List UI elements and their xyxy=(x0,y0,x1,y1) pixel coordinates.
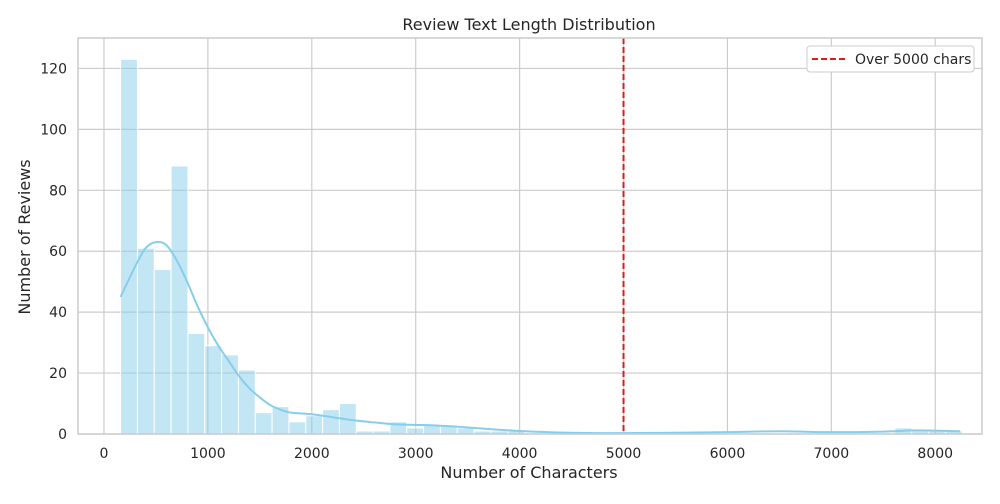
histogram-bar xyxy=(254,412,273,435)
y-tick-label: 40 xyxy=(49,305,67,321)
x-tick-label: 5000 xyxy=(606,446,642,462)
chart-title: Review Text Length Distribution xyxy=(402,15,655,34)
x-tick-label: 0 xyxy=(100,446,109,462)
histogram-bar xyxy=(456,427,475,435)
histogram-bar xyxy=(305,415,324,435)
histogram-bar xyxy=(120,58,138,435)
plot-frame xyxy=(77,37,983,435)
x-axis-title: Number of Characters xyxy=(440,463,617,482)
histogram-bar xyxy=(204,345,223,435)
density-curve xyxy=(119,240,961,435)
histogram-bar xyxy=(170,165,189,435)
y-tick-label: 120 xyxy=(40,61,67,77)
histogram-bar xyxy=(221,354,239,435)
legend: Over 5000 chars xyxy=(806,45,975,73)
legend-box xyxy=(806,45,975,73)
x-tick-label: 2000 xyxy=(294,446,330,462)
plot-border xyxy=(77,37,983,435)
y-tick-label: 80 xyxy=(49,183,67,199)
x-axis-ticks: 0 1000 2000 3000 4000 5000 6000 7000 8000 xyxy=(100,446,954,462)
histogram-bars xyxy=(120,58,963,435)
x-tick-label: 4000 xyxy=(502,446,538,462)
histogram-bar xyxy=(136,247,155,435)
x-tick-label: 6000 xyxy=(710,446,746,462)
y-axis-ticks: 0 20 40 60 80 100 120 xyxy=(40,61,67,443)
y-tick-label: 0 xyxy=(58,427,67,443)
histogram-bar xyxy=(322,409,340,435)
x-tick-label: 1000 xyxy=(190,446,226,462)
histogram-bar xyxy=(187,332,206,435)
x-tick-label: 3000 xyxy=(398,446,434,462)
x-tick-label: 7000 xyxy=(814,446,850,462)
legend-label-threshold: Over 5000 chars xyxy=(855,52,971,68)
y-tick-label: 100 xyxy=(40,122,67,138)
y-axis-title: Number of Reviews xyxy=(15,159,34,314)
density-curve-line xyxy=(119,240,961,435)
x-tick-label: 8000 xyxy=(917,446,953,462)
y-tick-label: 60 xyxy=(49,244,67,260)
histogram-bar xyxy=(153,269,172,435)
histogram-bar xyxy=(406,427,425,435)
y-tick-label: 20 xyxy=(49,366,67,382)
histogram-bar xyxy=(288,421,307,435)
